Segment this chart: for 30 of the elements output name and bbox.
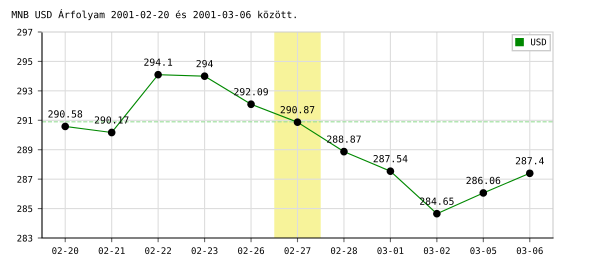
x-tick-label: 03-02: [424, 247, 450, 254]
y-tick-label: 293: [17, 88, 32, 94]
data-label: 294: [196, 60, 213, 68]
y-tick-label: 283: [17, 234, 32, 242]
legend-label: USD: [531, 38, 546, 46]
x-tick-label: 02-21: [98, 247, 125, 254]
y-tick-label: 291: [17, 117, 32, 124]
y-tick-label: 295: [17, 58, 32, 66]
data-label: 292.09: [234, 88, 268, 96]
data-label: 288.87: [327, 135, 361, 143]
y-tick-label: 297: [17, 28, 32, 36]
x-tick-label: 02-26: [238, 247, 264, 254]
x-tick-label: 02-28: [330, 247, 357, 254]
x-tick-label: 03-01: [377, 247, 404, 254]
x-tick-label: 02-22: [145, 247, 171, 254]
x-tick-label: 03-05: [470, 247, 496, 254]
x-tick-label: 02-27: [284, 247, 310, 254]
data-label: 294.1: [144, 58, 172, 66]
y-tick-label: 287: [17, 176, 32, 183]
x-tick-label: 02-23: [192, 247, 218, 254]
data-label: 290.87: [280, 106, 314, 114]
data-label: 287.54: [374, 155, 408, 162]
x-tick-label: 03-06: [516, 247, 543, 254]
data-label: 287.4: [516, 157, 544, 164]
data-label: 286.06: [466, 176, 500, 184]
y-tick-label: 285: [17, 205, 32, 212]
chart-title: MNB USD Árfolyam 2001-02-20 és 2001-03-06 között.: [12, 9, 296, 20]
y-tick-label: 289: [17, 146, 32, 154]
x-tick-label: 02-20: [52, 247, 78, 254]
data-label: 290.58: [48, 110, 82, 118]
